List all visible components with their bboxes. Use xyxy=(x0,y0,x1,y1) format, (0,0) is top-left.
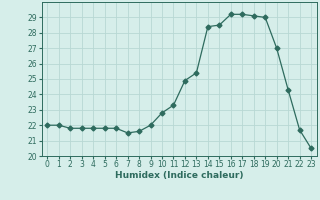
X-axis label: Humidex (Indice chaleur): Humidex (Indice chaleur) xyxy=(115,171,244,180)
